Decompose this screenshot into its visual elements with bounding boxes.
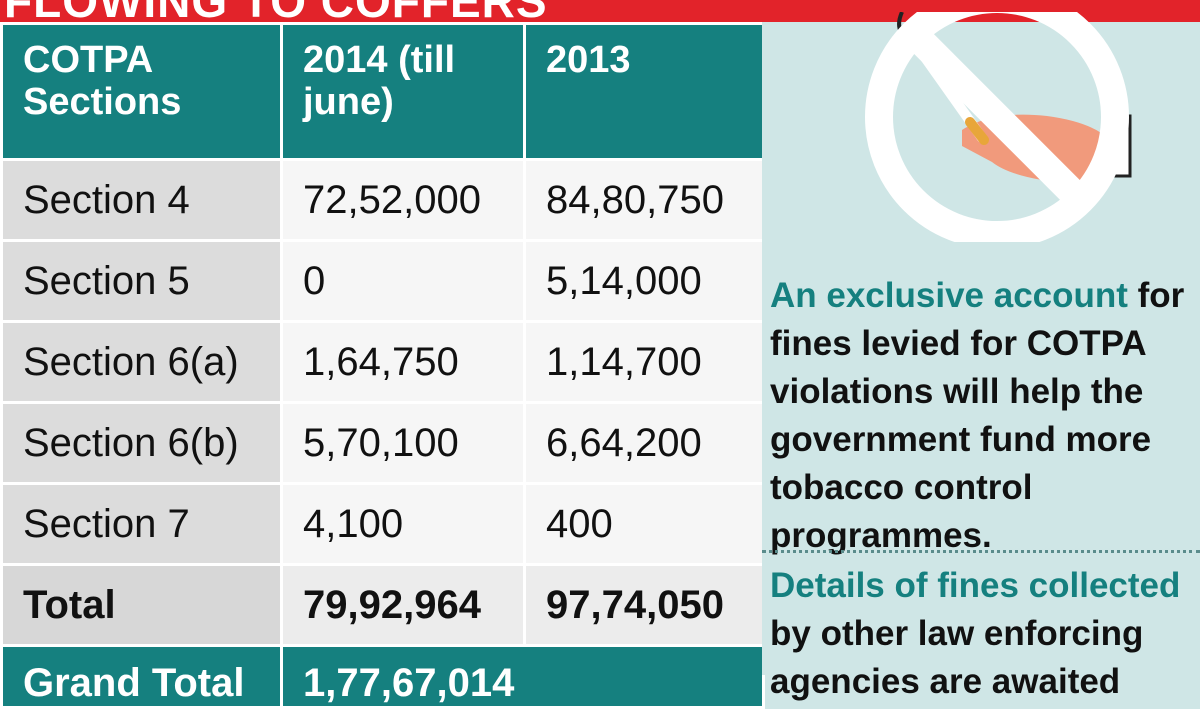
highlight-text-2: Details of fines collected xyxy=(770,566,1181,605)
value-2014-cell: 0 xyxy=(280,239,526,323)
header-2013: 2013 xyxy=(523,22,765,161)
value-2013-cell: 6,64,200 xyxy=(523,401,765,485)
value-2014-cell: 72,52,000 xyxy=(280,158,526,242)
headline-text: FLOWING TO COFFERS xyxy=(4,0,548,22)
body-text-1: for fines levied for COTPA violations wi… xyxy=(770,276,1185,555)
side-paragraph-1: An exclusive account for fines levied fo… xyxy=(770,272,1190,560)
total-2013: 97,74,050 xyxy=(523,563,765,647)
body-text-2: by other law enforcing agencies are awai… xyxy=(770,614,1144,701)
total-label: Total xyxy=(0,563,283,647)
section-cell: Section 4 xyxy=(0,158,283,242)
table-row: Section 6(b) 5,70,100 6,64,200 xyxy=(0,401,765,485)
table-row: Section 4 72,52,000 84,80,750 xyxy=(0,158,765,242)
value-2013-cell: 84,80,750 xyxy=(523,158,765,242)
section-cell: Section 7 xyxy=(0,482,283,566)
highlight-text-1: An exclusive account xyxy=(770,276,1128,315)
section-cell: Section 6(b) xyxy=(0,401,283,485)
grand-total-row: Grand Total 1,77,67,014 xyxy=(0,644,765,709)
total-row: Total 79,92,964 97,74,050 xyxy=(0,563,765,647)
fines-table: COTPA Sections 2014 (till june) 2013 Sec… xyxy=(0,22,765,709)
value-2013-cell: 400 xyxy=(523,482,765,566)
section-cell: Section 5 xyxy=(0,239,283,323)
header-sections: COTPA Sections xyxy=(0,22,283,161)
value-2014-cell: 5,70,100 xyxy=(280,401,526,485)
section-cell: Section 6(a) xyxy=(0,320,283,404)
total-2014: 79,92,964 xyxy=(280,563,526,647)
dotted-divider xyxy=(762,550,1200,553)
table-row: Section 7 4,100 400 xyxy=(0,482,765,566)
value-2014-cell: 1,64,750 xyxy=(280,320,526,404)
value-2014-cell: 4,100 xyxy=(280,482,526,566)
table-row: Section 6(a) 1,64,750 1,14,700 xyxy=(0,320,765,404)
side-paragraph-2: Details of fines collected by other law … xyxy=(770,562,1190,706)
grand-total-value: 1,77,67,014 xyxy=(280,644,765,709)
table-header-row: COTPA Sections 2014 (till june) 2013 xyxy=(0,22,765,161)
value-2013-cell: 5,14,000 xyxy=(523,239,765,323)
grand-total-label: Grand Total xyxy=(0,644,283,709)
header-2014: 2014 (till june) xyxy=(280,22,526,161)
value-2013-cell: 1,14,700 xyxy=(523,320,765,404)
no-smoking-icon xyxy=(865,12,1132,242)
side-panel: An exclusive account for fines levied fo… xyxy=(762,12,1200,701)
table-row: Section 5 0 5,14,000 xyxy=(0,239,765,323)
